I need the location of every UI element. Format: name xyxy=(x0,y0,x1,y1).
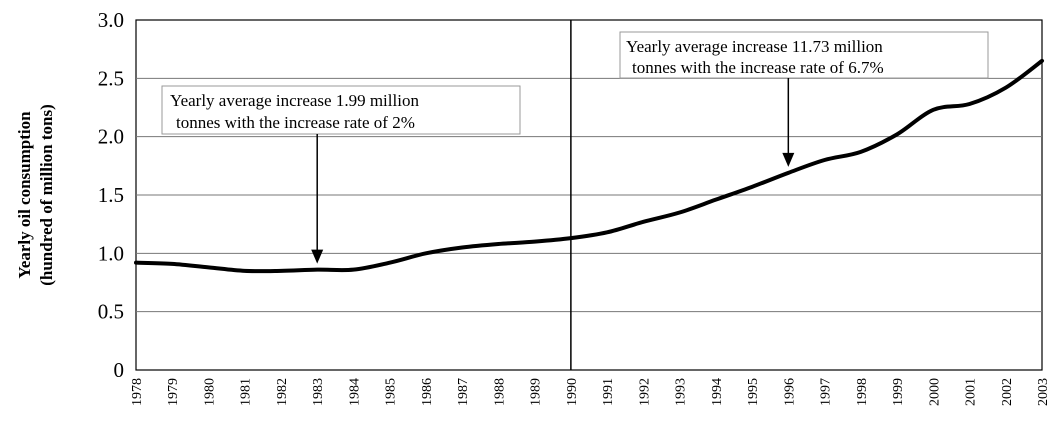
x-tick-label: 1978 xyxy=(130,378,145,406)
x-tick-label: 1979 xyxy=(166,378,181,406)
x-tick-label: 1989 xyxy=(529,378,544,406)
y-tick-label: 0 xyxy=(114,358,125,382)
x-tick-label: 1988 xyxy=(492,378,507,406)
annotation-1-box xyxy=(161,85,521,135)
x-tick-label: 1985 xyxy=(384,378,399,406)
annotation-1-line2: tonnes with the increase rate of 2% xyxy=(176,113,415,132)
y-axis-label-line2: (hundred of million tons) xyxy=(37,104,56,286)
x-tick-label: 1998 xyxy=(855,378,870,406)
annotation-2: Yearly average increase 11.73 million to… xyxy=(619,31,989,167)
x-tick-label: 2001 xyxy=(964,378,979,406)
x-axis-ticks: 1978 1979 1980 1981 1982 1983 1984 1985 1986 1987… xyxy=(130,378,1050,406)
x-tick-label: 1994 xyxy=(710,378,725,406)
x-tick-label: 1995 xyxy=(746,378,761,406)
x-tick-label: 1981 xyxy=(239,378,254,406)
annotation-2-box xyxy=(619,31,989,79)
x-tick-label: 1983 xyxy=(311,378,326,406)
annotation-2-line1: Yearly average increase 11.73 million xyxy=(626,37,883,56)
x-tick-label: 2003 xyxy=(1036,378,1050,406)
x-tick-label: 1999 xyxy=(891,378,906,406)
x-tick-label: 2000 xyxy=(927,378,942,406)
x-tick-label: 1992 xyxy=(637,378,652,406)
y-axis-label-line1: Yearly oil consumption xyxy=(15,111,34,279)
x-tick-label: 1991 xyxy=(601,378,616,406)
y-tick-label: 1.0 xyxy=(98,241,124,265)
series-line xyxy=(134,58,1044,274)
x-tick-label: 1993 xyxy=(674,378,689,406)
y-tick-label: 2.5 xyxy=(98,66,124,90)
x-tick-label: 1980 xyxy=(202,378,217,406)
annotation-1-line1: Yearly average increase 1.99 million xyxy=(170,91,419,110)
y-axis-label: Yearly oil consumption (hundred of milli… xyxy=(15,104,56,286)
x-tick-label: 1984 xyxy=(347,378,362,406)
x-tick-label: 1982 xyxy=(275,378,290,406)
y-tick-label: 0.5 xyxy=(98,300,124,324)
x-tick-label: 1990 xyxy=(565,378,580,406)
annotation-1-arrowhead xyxy=(311,249,324,264)
x-tick-label: 1987 xyxy=(456,378,471,406)
x-tick-label: 2002 xyxy=(1000,378,1015,406)
y-tick-label: 1.5 xyxy=(98,183,124,207)
x-tick-label: 1996 xyxy=(782,378,797,406)
annotation-1: Yearly average increase 1.99 million ton… xyxy=(161,85,521,264)
annotation-2-line2: tonnes with the increase rate of 6.7% xyxy=(632,58,884,77)
y-axis-ticks: 0 0.5 1.0 1.5 2.0 2.5 3.0 xyxy=(98,8,124,382)
x-tick-label: 1997 xyxy=(819,378,834,406)
y-tick-label: 3.0 xyxy=(98,8,124,32)
x-tick-label: 1986 xyxy=(420,378,435,406)
y-tick-label: 2.0 xyxy=(98,125,124,149)
annotation-2-arrowhead xyxy=(782,152,795,167)
